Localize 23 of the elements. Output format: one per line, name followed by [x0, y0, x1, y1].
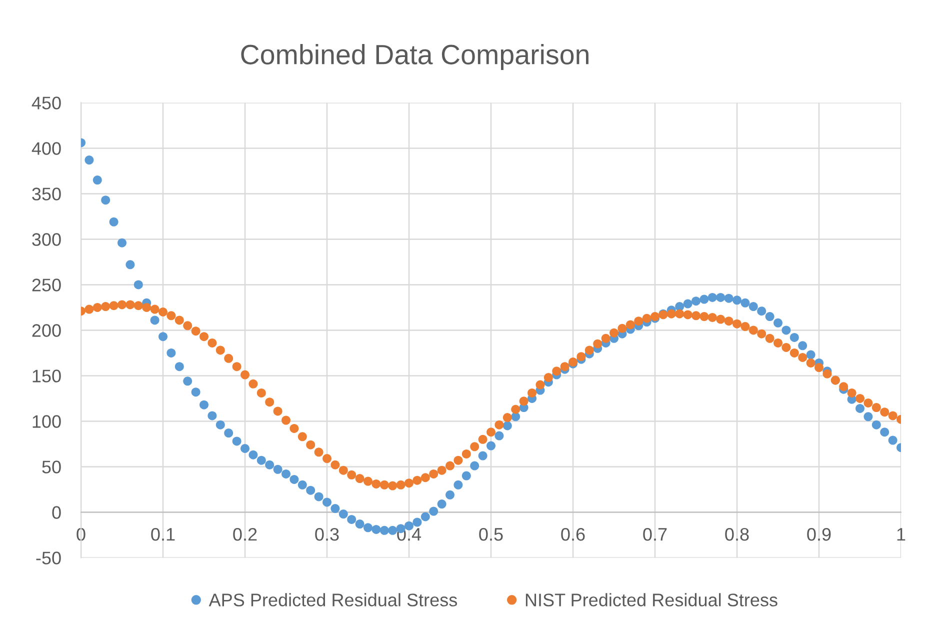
y-tick-label: 100 [32, 415, 61, 428]
y-tick-label: 0 [52, 506, 61, 519]
x-tick-label: 0.1 [151, 528, 175, 541]
chart-title: Combined Data Comparison [241, 44, 588, 70]
y-tick-label: 300 [32, 233, 61, 246]
x-tick-label: 1 [897, 528, 906, 541]
y-tick-label: -50 [36, 552, 61, 564]
x-tick-label: 0.7 [643, 528, 667, 541]
legend-label: APS Predicted Residual Stress [208, 593, 458, 606]
y-tick-label: 350 [32, 188, 61, 200]
legend-label: NIST Predicted Residual Stress [526, 593, 778, 606]
y-tick-label: 450 [32, 96, 61, 110]
y-tick-label: 150 [32, 370, 61, 382]
x-tick-label: 0.3 [315, 528, 339, 541]
x-tick-label: 0.8 [725, 528, 749, 541]
y-tick-label: 200 [32, 324, 61, 337]
x-tick-label: 0.2 [233, 528, 257, 541]
x-tick-label: 0.5 [479, 528, 503, 541]
y-tick-label: 400 [32, 142, 61, 155]
x-tick-label: 0.9 [807, 528, 831, 541]
x-tick-label: 0.6 [561, 528, 585, 541]
y-tick-label: 50 [42, 460, 61, 474]
y-tick-label: 250 [32, 278, 61, 292]
